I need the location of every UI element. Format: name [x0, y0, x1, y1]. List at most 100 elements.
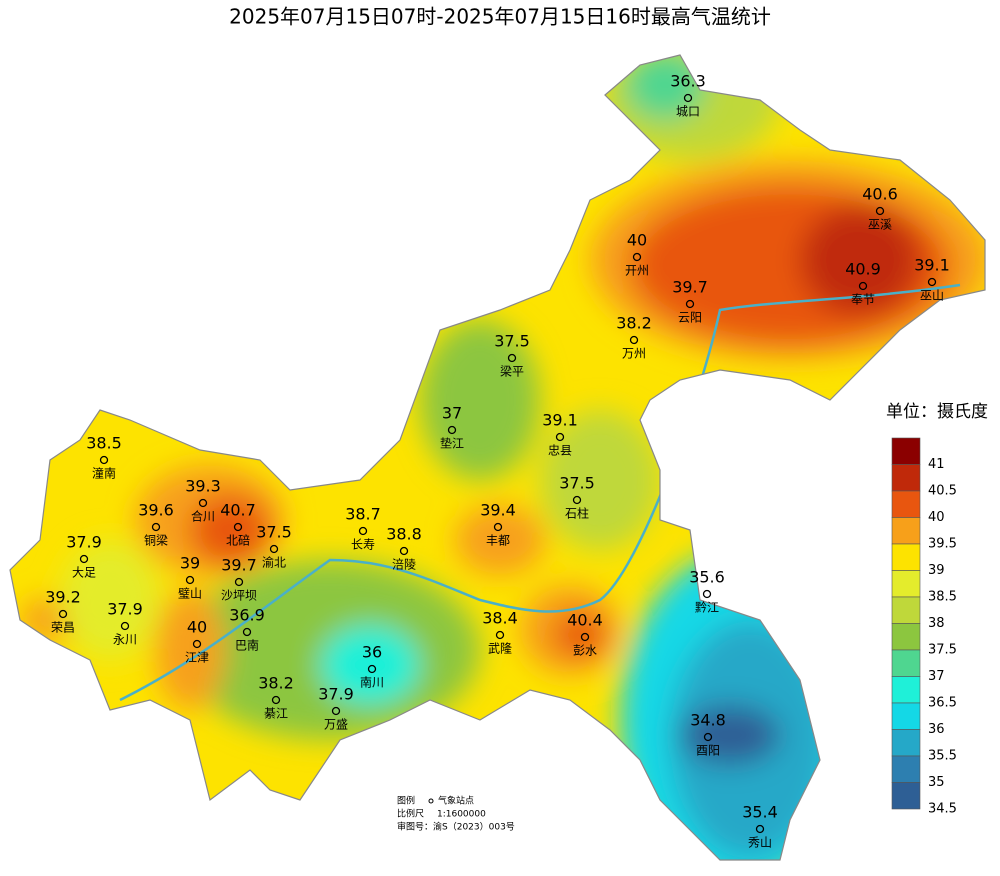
station-marker [271, 695, 281, 705]
temperature-field [10, 55, 985, 860]
station-value: 39.7 [221, 556, 257, 575]
station-marker [367, 664, 377, 674]
legend-swatch [891, 596, 921, 624]
station-name: 丰都 [486, 534, 510, 548]
legend-swatch [891, 543, 921, 571]
station-marker [493, 522, 503, 532]
station-value: 40 [187, 618, 207, 637]
station-value: 34.8 [690, 711, 726, 730]
station-name: 渝北 [262, 555, 286, 570]
station-name: 万盛 [324, 717, 348, 732]
station-marker [572, 495, 582, 505]
station-value: 40.9 [845, 260, 881, 279]
station-name: 酉阳 [696, 744, 720, 758]
legend-tick-label: 38.5 [928, 590, 957, 605]
legend-tick-label: 39.5 [928, 537, 957, 552]
station-value: 38.5 [86, 434, 122, 453]
station-value: 39.2 [45, 588, 81, 607]
station-marker [120, 621, 130, 631]
legend-swatch [891, 729, 921, 757]
legend-tick-label: 38 [928, 616, 945, 631]
map-title: 2025年07月15日07时-2025年07月15日16时最高气温统计 [229, 5, 771, 29]
legend-tick-label: 39 [928, 563, 945, 578]
station-name: 綦江 [264, 707, 288, 721]
station-marker [99, 455, 109, 465]
legend-tick-label: 36.5 [928, 696, 957, 711]
station-value: 39.4 [480, 501, 516, 520]
station-value: 40.7 [220, 501, 256, 520]
station-marker [242, 627, 252, 637]
legend-tick-label: 37.5 [928, 643, 957, 658]
station-name: 黔江 [695, 600, 719, 615]
station-value: 40.4 [567, 611, 603, 630]
station-value: 37.9 [107, 600, 143, 619]
station-name: 巫山 [920, 289, 944, 303]
station-name: 璧山 [178, 586, 202, 601]
station-value: 38.4 [482, 609, 518, 628]
station-name: 忠县 [548, 444, 572, 458]
legend-tick-label: 40.5 [928, 484, 957, 499]
station-name: 潼南 [92, 466, 116, 481]
station-value: 39.6 [138, 501, 174, 520]
station-value: 37.5 [559, 474, 595, 493]
station-value: 37.9 [318, 685, 354, 704]
legend-swatch [891, 755, 921, 783]
station-value: 39.1 [914, 256, 950, 275]
station-marker [580, 632, 590, 642]
station-marker [702, 589, 712, 599]
legend-swatch [891, 649, 921, 677]
station-marker [358, 526, 368, 536]
station-marker [875, 206, 885, 216]
note-text: 1:1600000 [437, 810, 486, 820]
station-name: 梁平 [500, 364, 524, 379]
legend: 单位：摄氏度 41 40.5 40 39.5 39 38.5 38 37.5 37 36.5 36 3… [886, 402, 988, 817]
station-name: 铜梁 [144, 533, 168, 548]
legend-tick-label: 36 [928, 722, 945, 737]
legend-tick-label: 37 [928, 669, 945, 684]
station-value: 36 [362, 643, 382, 662]
legend-tick-label: 35.5 [928, 749, 957, 764]
station-name: 城口 [676, 105, 700, 119]
station-name: 开州 [625, 264, 649, 278]
station-value: 38.7 [345, 505, 381, 524]
station-marker [703, 732, 713, 742]
station-name: 万州 [622, 347, 646, 361]
station-name: 涪陵 [392, 557, 416, 572]
legend-tick-label: 40 [928, 510, 945, 525]
station-marker [192, 639, 202, 649]
legend-swatch [891, 782, 921, 810]
station-name: 南川 [360, 675, 384, 690]
station-marker [233, 522, 243, 532]
station-marker [447, 425, 457, 435]
station-marker [198, 498, 208, 508]
station-value: 35.6 [689, 568, 725, 587]
station-marker [632, 252, 642, 262]
legend-swatch [891, 702, 921, 730]
station-marker [151, 522, 161, 532]
legend-swatch [891, 676, 921, 704]
station-name: 石柱 [565, 506, 589, 521]
legend-swatch [891, 464, 921, 492]
station-value: 40 [627, 231, 647, 250]
station-marker [755, 824, 765, 834]
note-text: 气象站点 [438, 795, 474, 807]
note-symbol [428, 798, 434, 804]
station-marker [683, 93, 693, 103]
station-name: 沙坪坝 [221, 589, 257, 603]
legend-tick-label: 34.5 [928, 802, 957, 817]
station-name: 合川 [191, 509, 215, 524]
station-value: 39.7 [672, 278, 708, 297]
legend-title: 单位：摄氏度 [886, 402, 988, 422]
legend-swatch [891, 437, 921, 465]
station-name: 巴南 [235, 638, 259, 653]
station-value: 37.9 [66, 533, 102, 552]
station-marker [685, 299, 695, 309]
station-value: 36.9 [229, 606, 265, 625]
station-value: 37.5 [494, 332, 530, 351]
station-value: 39.1 [542, 411, 578, 430]
station-name: 武隆 [488, 641, 512, 656]
station-name: 长寿 [351, 538, 375, 552]
station-marker [927, 277, 937, 287]
station-name: 荣昌 [51, 621, 75, 635]
